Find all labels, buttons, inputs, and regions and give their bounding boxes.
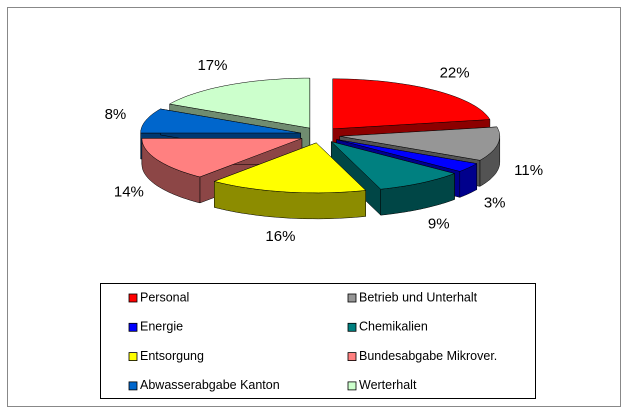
slice bbox=[168, 77, 311, 129]
legend-swatch bbox=[128, 322, 138, 332]
slice bbox=[213, 142, 367, 194]
legend-swatch bbox=[347, 352, 357, 362]
legend-label: Abwasserabgabe Kanton bbox=[140, 378, 280, 392]
data-label: 9% bbox=[428, 216, 450, 233]
data-label: 8% bbox=[105, 106, 127, 123]
legend-swatch bbox=[347, 381, 357, 391]
legend-box bbox=[100, 283, 536, 399]
legend-label: Entsorgung bbox=[140, 349, 204, 363]
legend-label: Energie bbox=[140, 320, 183, 334]
legend-swatch bbox=[128, 293, 138, 303]
legend-label: Betrieb und Unterhalt bbox=[359, 290, 478, 304]
legend-label: Werterhalt bbox=[359, 378, 417, 392]
slice bbox=[141, 138, 302, 178]
data-label: 22% bbox=[440, 64, 470, 81]
legend-swatch bbox=[347, 293, 357, 303]
data-label: 14% bbox=[114, 183, 144, 200]
legend-swatch bbox=[128, 381, 138, 391]
legend-label: Personal bbox=[140, 290, 189, 304]
legend-swatch bbox=[128, 352, 138, 362]
slice bbox=[336, 139, 478, 172]
legend-swatch bbox=[347, 322, 357, 332]
slice bbox=[140, 108, 301, 134]
legend-label: Bundesabgabe Mikrover. bbox=[359, 349, 497, 363]
data-label: 3% bbox=[484, 194, 506, 211]
data-label: 11% bbox=[514, 162, 543, 179]
legend-label: Chemikalien bbox=[359, 320, 428, 334]
slice bbox=[330, 141, 456, 190]
data-label: 16% bbox=[265, 228, 295, 245]
slice bbox=[339, 126, 501, 161]
slice bbox=[332, 78, 491, 130]
data-label: 17% bbox=[197, 57, 227, 74]
